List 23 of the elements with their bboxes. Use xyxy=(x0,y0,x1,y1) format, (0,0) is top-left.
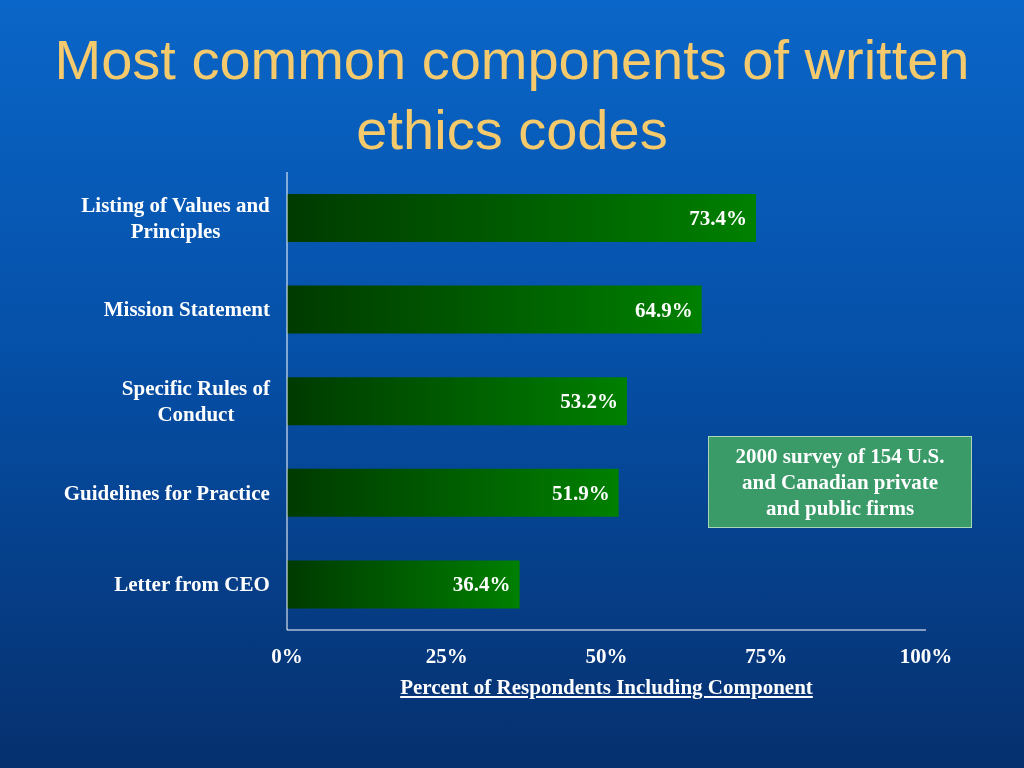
x-axis-title: Percent of Respondents Including Component xyxy=(400,675,813,699)
y-tick-label: Listing of Values and Principles xyxy=(81,192,271,243)
y-tick-label: Guidelines for Practice xyxy=(63,480,270,505)
bar xyxy=(287,193,757,242)
bar xyxy=(287,468,619,517)
data-label: 64.9% xyxy=(634,297,693,322)
y-tick-label: Specific Rules of Conduct xyxy=(121,376,271,426)
bar xyxy=(287,285,702,334)
data-label: 51.9% xyxy=(551,480,610,505)
x-tick-label: 100% xyxy=(899,643,953,668)
data-label: 36.4% xyxy=(452,572,511,597)
annotation: 2000 survey of 154 U.S. and Canadian private and public firms xyxy=(734,443,946,521)
data-label: 73.4% xyxy=(689,205,748,230)
x-tick-label: 0% xyxy=(271,643,303,668)
x-tick-label: 75% xyxy=(745,643,788,668)
x-tick-label: 50% xyxy=(585,643,628,668)
data-label: 53.2% xyxy=(560,389,618,414)
bar xyxy=(287,560,520,609)
y-tick-label: Mission Statement xyxy=(103,297,271,322)
x-tick-label: 25% xyxy=(425,643,468,668)
bar xyxy=(287,377,627,426)
chart-title: Most common components of written ethics codes xyxy=(53,27,971,163)
y-tick-label: Letter from CEO xyxy=(114,572,270,597)
